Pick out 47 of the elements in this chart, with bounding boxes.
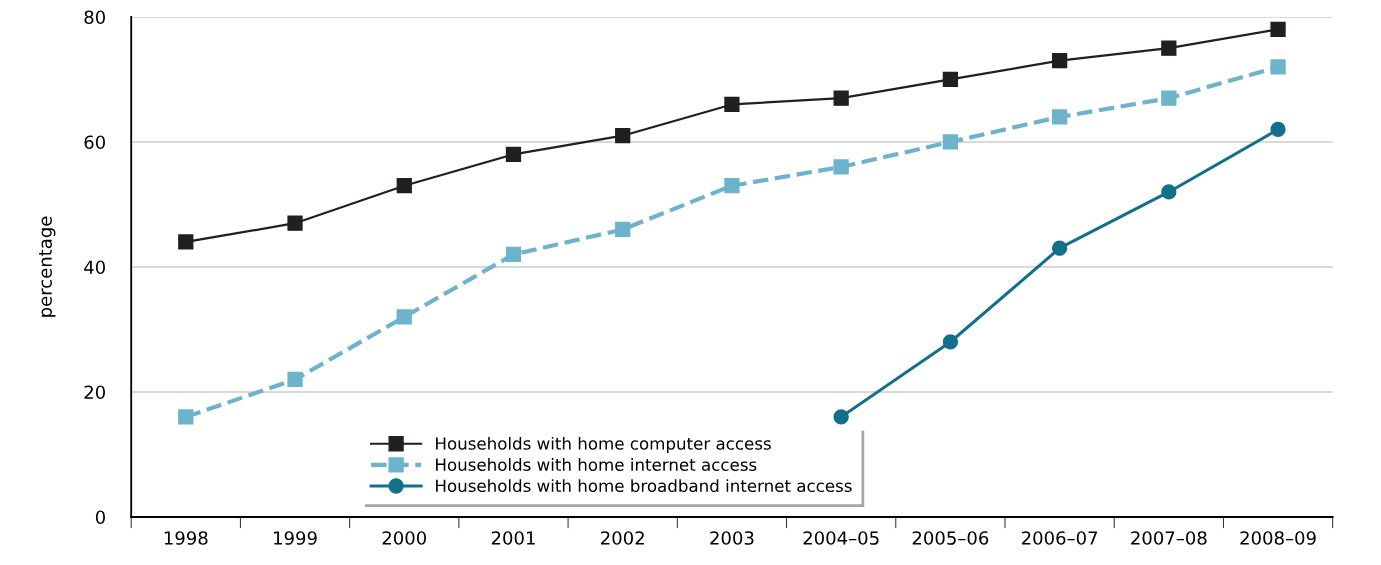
point bbox=[178, 234, 194, 250]
x-tick-label: 2002 bbox=[601, 531, 644, 545]
y-tick-label: 80 bbox=[84, 10, 105, 25]
point bbox=[833, 409, 849, 425]
x-tick-label: 2007–08 bbox=[1131, 531, 1207, 545]
point bbox=[942, 134, 959, 150]
point bbox=[1051, 240, 1068, 256]
legend-label: Households with home computer access bbox=[436, 436, 771, 454]
y-axis-title: percentage bbox=[39, 216, 56, 317]
y-tick-label: 0 bbox=[95, 510, 105, 525]
point bbox=[396, 178, 412, 194]
y-tick-label: 20 bbox=[84, 385, 105, 400]
point bbox=[724, 178, 740, 194]
point bbox=[396, 309, 412, 325]
legend-label: Households with home broadband internet access bbox=[436, 479, 852, 493]
point bbox=[942, 334, 959, 350]
y-tick-label: 60 bbox=[84, 135, 105, 150]
x-tick-label: 1999 bbox=[274, 531, 317, 545]
point bbox=[942, 71, 959, 88]
x-tick-label: 2008–09 bbox=[1240, 531, 1316, 545]
point bbox=[1161, 184, 1177, 200]
point bbox=[1270, 121, 1286, 138]
x-tick-label: 2004–05 bbox=[803, 531, 879, 545]
legend-label: Households with home internet access bbox=[436, 458, 757, 471]
x-tick-label: 2000 bbox=[382, 531, 427, 545]
x-tick-label: 2001 bbox=[491, 531, 535, 545]
x-tick-label: 1998 bbox=[164, 531, 208, 545]
point bbox=[505, 146, 522, 163]
point bbox=[178, 409, 194, 425]
point bbox=[833, 159, 849, 175]
x-tick-label: 2003 bbox=[710, 531, 754, 545]
point bbox=[1270, 59, 1286, 75]
y-tick-label: 40 bbox=[84, 260, 105, 275]
point bbox=[615, 221, 631, 238]
point bbox=[833, 90, 849, 106]
point bbox=[1051, 109, 1068, 125]
point bbox=[724, 96, 740, 113]
point bbox=[1161, 40, 1177, 56]
x-tick-label: 2006–07 bbox=[1021, 531, 1098, 545]
point bbox=[505, 246, 522, 263]
point bbox=[287, 215, 303, 231]
point bbox=[1051, 53, 1068, 69]
point bbox=[287, 371, 303, 388]
point bbox=[615, 128, 631, 144]
x-tick-label: 2005–06 bbox=[912, 531, 989, 545]
point bbox=[1270, 21, 1286, 38]
point bbox=[1161, 90, 1177, 106]
